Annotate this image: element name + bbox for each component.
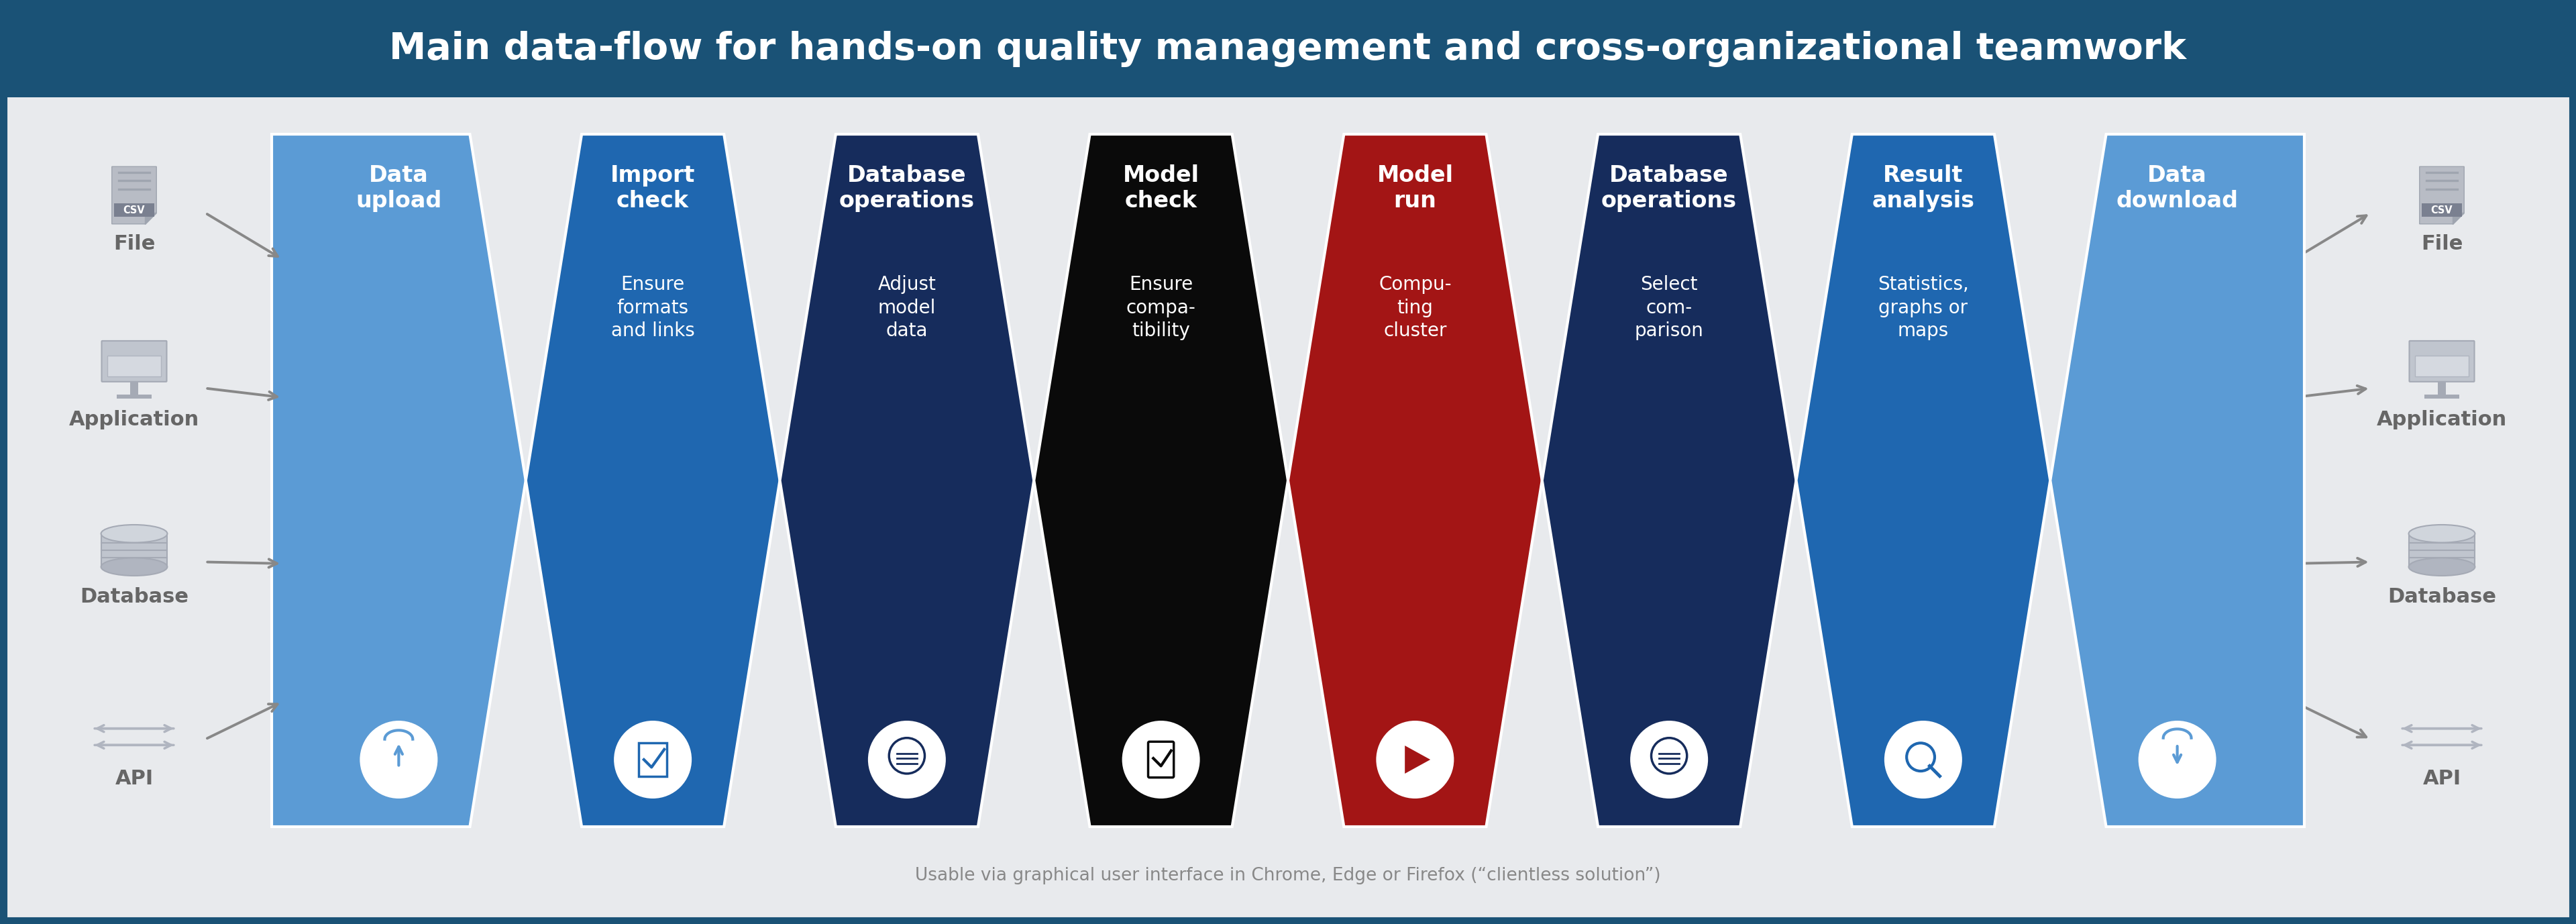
- Text: Adjust
model
data: Adjust model data: [878, 275, 935, 340]
- Circle shape: [1883, 721, 1963, 798]
- Polygon shape: [270, 134, 526, 827]
- Polygon shape: [144, 213, 157, 224]
- Bar: [2424, 395, 2460, 399]
- Polygon shape: [1404, 746, 1430, 773]
- Text: API: API: [2421, 769, 2460, 788]
- Text: File: File: [113, 234, 155, 254]
- Text: Ensure
formats
and links: Ensure formats and links: [611, 275, 696, 340]
- Text: CSV: CSV: [124, 205, 144, 215]
- Bar: [2437, 381, 2445, 395]
- Polygon shape: [2452, 213, 2465, 224]
- Text: Model
run: Model run: [1376, 164, 1453, 213]
- Text: Application: Application: [2378, 410, 2506, 430]
- Circle shape: [1376, 721, 1453, 798]
- Circle shape: [1123, 721, 1200, 798]
- Circle shape: [613, 721, 693, 798]
- Text: Database
operations: Database operations: [840, 164, 974, 213]
- Text: File: File: [2421, 234, 2463, 254]
- Text: Result
analysis: Result analysis: [1873, 164, 1976, 213]
- Text: Data
download: Data download: [2117, 164, 2239, 213]
- Polygon shape: [1033, 134, 1288, 827]
- Text: Select
com-
parison: Select com- parison: [1636, 275, 1703, 340]
- Polygon shape: [1543, 134, 1795, 827]
- Text: Database: Database: [80, 587, 188, 606]
- Circle shape: [2138, 721, 2215, 798]
- Polygon shape: [2050, 134, 2306, 827]
- Polygon shape: [111, 166, 157, 224]
- Bar: [108, 356, 162, 376]
- Polygon shape: [1795, 134, 2050, 827]
- Ellipse shape: [100, 558, 167, 576]
- Ellipse shape: [2409, 558, 2476, 576]
- Circle shape: [361, 721, 438, 798]
- FancyBboxPatch shape: [100, 341, 167, 382]
- Bar: [2414, 356, 2468, 376]
- Text: Import
check: Import check: [611, 164, 696, 213]
- Bar: [131, 381, 139, 395]
- Polygon shape: [526, 134, 781, 827]
- Bar: [0, 0, 2576, 97]
- Text: Compu-
ting
cluster: Compu- ting cluster: [1378, 275, 1450, 340]
- FancyBboxPatch shape: [2409, 341, 2476, 382]
- Text: API: API: [116, 769, 155, 788]
- Polygon shape: [2419, 166, 2465, 224]
- Bar: [2421, 203, 2463, 217]
- Text: Database: Database: [2388, 587, 2496, 606]
- Ellipse shape: [2409, 525, 2476, 542]
- Bar: [2409, 534, 2476, 566]
- Polygon shape: [781, 134, 1033, 827]
- Bar: [113, 203, 155, 217]
- Polygon shape: [1288, 134, 1543, 827]
- Bar: [100, 534, 167, 566]
- Text: Database
operations: Database operations: [1602, 164, 1736, 213]
- Text: CSV: CSV: [2432, 205, 2452, 215]
- Text: Model
check: Model check: [1123, 164, 1200, 213]
- Text: Application: Application: [70, 410, 198, 430]
- Ellipse shape: [100, 525, 167, 542]
- Text: Statistics,
graphs or
maps: Statistics, graphs or maps: [1878, 275, 1968, 340]
- Bar: [116, 395, 152, 399]
- Circle shape: [1631, 721, 1708, 798]
- Text: Main data-flow for hands-on quality management and cross-organizational teamwork: Main data-flow for hands-on quality mana…: [389, 30, 2187, 67]
- Text: Data
upload: Data upload: [355, 164, 440, 213]
- Text: Ensure
compa-
tibility: Ensure compa- tibility: [1126, 275, 1195, 340]
- Circle shape: [868, 721, 945, 798]
- Text: Usable via graphical user interface in Chrome, Edge or Firefox (“clientless solu: Usable via graphical user interface in C…: [914, 867, 1662, 884]
